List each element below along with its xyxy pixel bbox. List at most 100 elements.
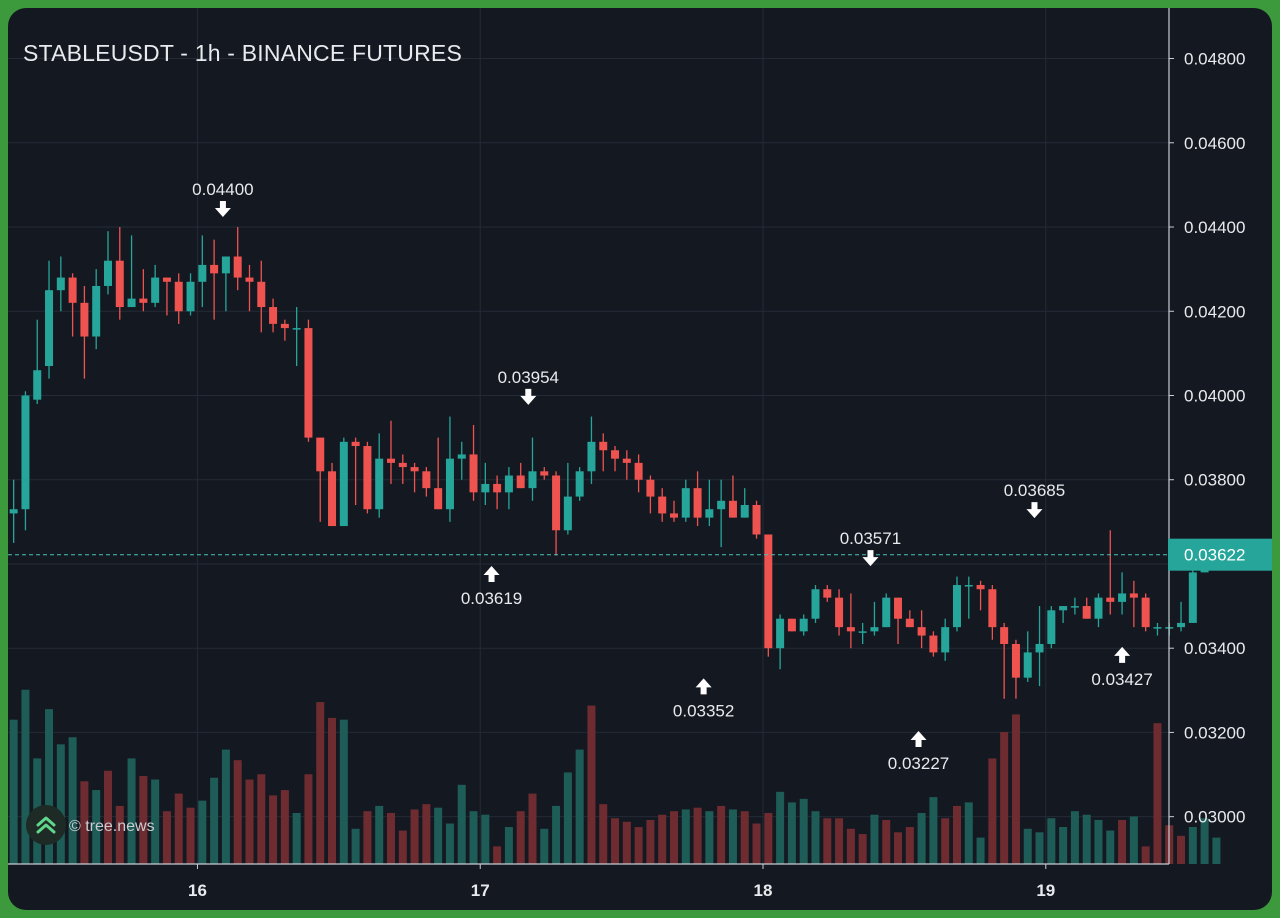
volume-bar xyxy=(45,709,54,864)
candle-body xyxy=(1177,622,1186,628)
candle-body xyxy=(728,500,737,518)
volume-bar xyxy=(103,770,112,864)
candle-body xyxy=(858,631,867,633)
volume-bar xyxy=(622,821,631,864)
candle-body xyxy=(457,454,466,459)
candle-body xyxy=(905,618,914,628)
volume-bar xyxy=(257,774,266,864)
price-annotation-label: 0.03352 xyxy=(673,701,734,720)
candle-body xyxy=(186,281,195,312)
candle-body xyxy=(233,256,242,278)
candle-body xyxy=(752,504,761,535)
volume-bar xyxy=(811,811,820,864)
candle-body xyxy=(198,264,207,282)
volume-bar xyxy=(516,811,525,864)
volume-bar xyxy=(705,811,714,864)
volume-bar xyxy=(198,800,207,864)
candle-body xyxy=(1035,643,1044,653)
candle-body xyxy=(1141,597,1150,628)
volume-bar xyxy=(457,784,466,864)
volume-bar xyxy=(174,793,183,864)
candle-body xyxy=(328,471,337,527)
volume-bar xyxy=(304,774,313,864)
arrow-up-icon xyxy=(1114,646,1131,663)
candle-body xyxy=(292,328,301,330)
volume-bar xyxy=(587,705,596,864)
volume-bar xyxy=(434,807,443,864)
y-tick-label: 0.04800 xyxy=(1184,50,1245,69)
candle-body xyxy=(705,509,714,518)
candle-body xyxy=(1082,606,1091,619)
candle-body xyxy=(811,589,820,619)
volume-bar xyxy=(540,828,549,864)
volume-bar xyxy=(1153,723,1162,864)
y-tick-label: 0.04200 xyxy=(1184,302,1245,321)
candle-body xyxy=(823,589,832,598)
volume-bar xyxy=(269,795,278,864)
candle-body xyxy=(151,277,160,303)
volume-bar xyxy=(481,814,490,864)
candle-body xyxy=(787,618,796,632)
price-annotation-label: 0.03619 xyxy=(461,589,522,608)
candle-body xyxy=(964,585,973,587)
volume-bar xyxy=(1212,837,1221,864)
candle-body xyxy=(410,467,419,472)
candle-body xyxy=(552,475,561,531)
volume-bar xyxy=(398,830,407,864)
candle-body xyxy=(516,475,525,489)
volume-bar xyxy=(351,828,360,864)
volume-bar xyxy=(905,827,914,864)
volume-bar xyxy=(339,719,348,864)
volume-bar xyxy=(422,804,431,864)
volume-bar xyxy=(681,809,690,864)
volume-bar xyxy=(740,811,749,864)
candle-body xyxy=(646,479,655,497)
arrow-up-icon xyxy=(483,565,500,582)
candle-body xyxy=(929,635,938,653)
candle-body xyxy=(740,504,749,518)
y-tick-label: 0.04400 xyxy=(1184,218,1245,237)
volume-bar xyxy=(1118,820,1127,864)
price-annotation-label: 0.03571 xyxy=(840,529,901,548)
candle-body xyxy=(1047,610,1056,644)
last-price-label: 0.03622 xyxy=(1184,546,1245,565)
candle-body xyxy=(563,496,572,531)
volume-bar xyxy=(210,777,219,864)
volume-bar xyxy=(1106,830,1115,864)
volume-bar xyxy=(528,793,537,864)
volume-bar xyxy=(728,809,737,864)
candle-body xyxy=(1070,606,1079,608)
volume-bar xyxy=(693,807,702,864)
volume-bar xyxy=(186,807,195,864)
candle-body xyxy=(1106,597,1115,602)
x-tick-label: 18 xyxy=(754,881,773,900)
volume-bar xyxy=(1188,827,1197,864)
volume-bar xyxy=(646,820,655,864)
candle-body xyxy=(257,281,266,308)
y-tick-label: 0.03200 xyxy=(1184,723,1245,742)
tree-news-logo xyxy=(26,805,66,845)
candle-body xyxy=(422,471,431,489)
candle-body xyxy=(611,450,620,459)
candle-body xyxy=(316,437,325,472)
candle-body xyxy=(717,500,726,510)
candle-body xyxy=(469,454,478,493)
candle-body xyxy=(21,395,30,510)
volume-bar xyxy=(127,758,136,864)
candle-body xyxy=(386,458,395,463)
x-tick-label: 19 xyxy=(1036,881,1055,900)
volume-bar xyxy=(1047,818,1056,864)
candle-body xyxy=(245,277,254,282)
candle-body xyxy=(351,441,360,447)
chart-title: STABLEUSDT - 1h - BINANCE FUTURES xyxy=(23,40,462,66)
chart-panel: 0.04800 0.04600 0.04400 0.04200 0.04000 0.038… xyxy=(8,8,1272,910)
volume-bar xyxy=(1200,818,1209,864)
volume-bar xyxy=(976,837,985,864)
candle-body xyxy=(493,483,502,493)
arrow-down-icon xyxy=(520,388,537,405)
volume-bar xyxy=(552,805,561,864)
volume-bar xyxy=(1141,846,1150,864)
candle-body xyxy=(339,441,348,527)
volume-bar xyxy=(717,805,726,864)
volume-bar xyxy=(952,805,961,864)
